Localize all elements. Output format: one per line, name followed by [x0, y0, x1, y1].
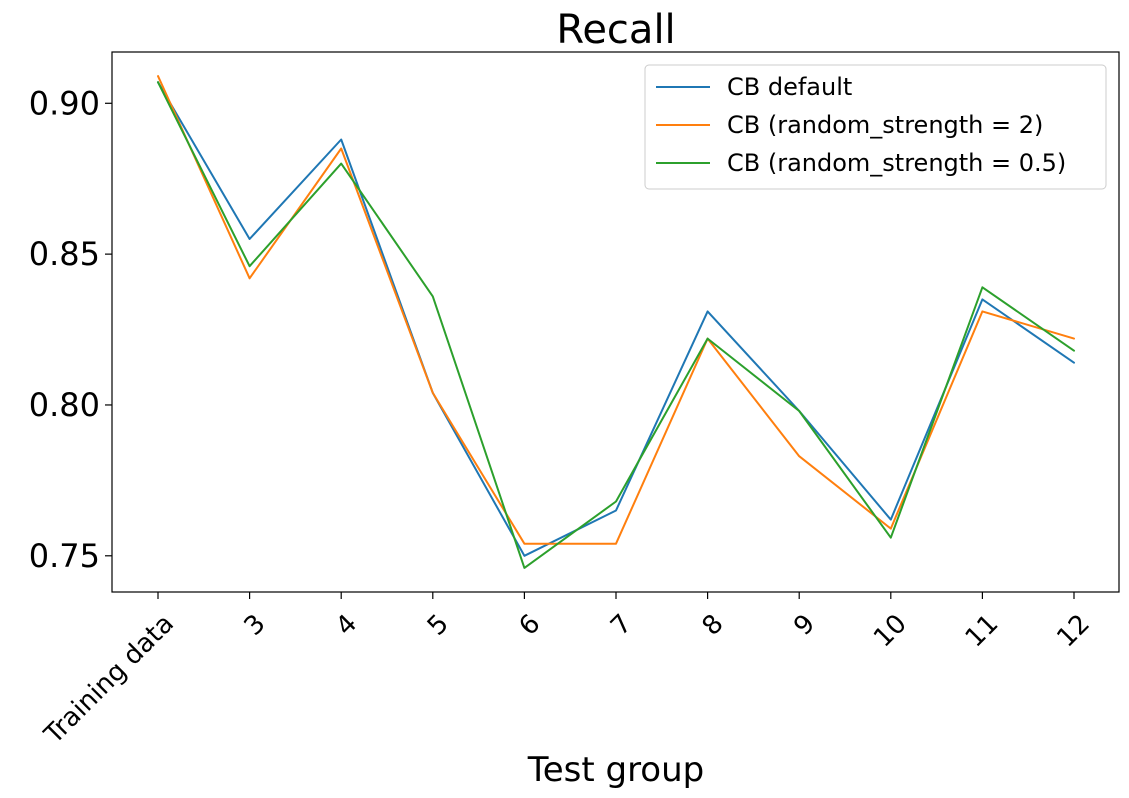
series-line-3 [157, 81, 1075, 569]
y-tick-label: 0.75 [29, 537, 100, 575]
y-tick-label: 0.90 [29, 84, 100, 122]
legend-box [644, 64, 1107, 190]
legend: CB default CB (random_strength = 2) CB (ra… [644, 64, 1107, 190]
x-axis-label: Test group [527, 750, 705, 790]
x-tick-label: 11 [960, 609, 1005, 654]
x-tick-label: 4 [330, 609, 363, 642]
x-axis: Training data 3 4 5 6 7 8 9 10 11 12 [38, 592, 1096, 750]
x-tick-label: 7 [605, 609, 638, 642]
y-axis: 0.75 0.80 0.85 0.90 [29, 84, 112, 575]
series-lines [157, 75, 1075, 569]
x-tick-label: 10 [868, 609, 913, 654]
x-tick-label: 5 [422, 609, 455, 642]
x-tick-label: 9 [788, 609, 821, 642]
x-tick-label: 12 [1051, 609, 1096, 654]
legend-label-3: CB (random_strength = 0.5) [727, 149, 1066, 177]
series-line-1 [157, 81, 1075, 557]
legend-label-2: CB (random_strength = 2) [727, 111, 1043, 139]
x-tick-label: Training data [38, 609, 180, 751]
x-tick-label: 3 [239, 609, 272, 642]
y-tick-label: 0.85 [29, 235, 100, 273]
x-tick-label: 8 [697, 609, 730, 642]
x-tick-label: 6 [513, 609, 546, 642]
chart-title: Recall [556, 7, 675, 53]
y-tick-label: 0.80 [29, 386, 100, 424]
legend-label-1: CB default [727, 73, 852, 101]
